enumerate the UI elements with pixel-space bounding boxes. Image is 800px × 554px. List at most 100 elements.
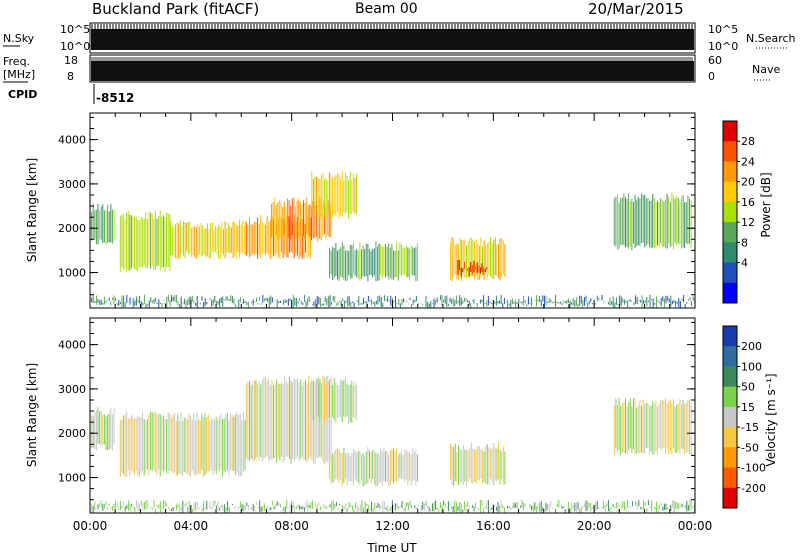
data-region-2 (170, 219, 247, 260)
colorbar-tick-label: 15 (741, 401, 755, 414)
nsky-label: N.Sky (3, 32, 35, 45)
colorbar-frame (722, 325, 738, 509)
colorbar-swatch (723, 427, 737, 448)
beam-label: Beam 00 (355, 1, 418, 17)
data-region-7 (450, 237, 506, 282)
x-tick-label: 00:00 (73, 519, 108, 533)
nsearch-label: N.Search (746, 32, 796, 45)
colorbar-swatch (723, 201, 737, 223)
colorbar-swatch (723, 406, 737, 428)
velocity-data-layer (89, 375, 696, 513)
data-region-3 (311, 375, 358, 425)
data-region-1 (119, 411, 246, 478)
plot-title: Buckland Park (fitACF) (92, 0, 260, 18)
x-tick-label: 08:00 (274, 519, 309, 533)
colorbar-swatch (723, 242, 737, 263)
data-region-6 (329, 241, 418, 282)
nsky-tick-top: 10^5 (60, 23, 90, 36)
colorbar-swatch (723, 346, 737, 367)
nsearch-tick-bottom: 10^0 (708, 40, 738, 53)
colorbar-swatch (723, 222, 737, 243)
power-panel-frame (89, 112, 696, 309)
colorbar-tick-label: 24 (741, 155, 755, 168)
freq-panel-frame (89, 54, 696, 83)
data-region-5 (311, 170, 358, 220)
colorbar-tick-label: 100 (741, 360, 762, 373)
colorbar-tick-label: 12 (741, 216, 755, 229)
power-data-layer (89, 170, 696, 308)
data-region-1 (119, 210, 171, 272)
y-tick-label: 3000 (58, 383, 86, 396)
x-axis-label: Time UT (366, 541, 417, 554)
nave-tick-top: 60 (708, 54, 722, 67)
data-region-5 (450, 442, 506, 486)
y-tick-label: 2000 (58, 222, 86, 235)
data-region-4 (329, 446, 418, 487)
data-region-4 (271, 197, 332, 242)
colorbar-swatch (723, 282, 737, 304)
nsky-panel-frame (89, 22, 696, 54)
data-region-0 (89, 407, 115, 451)
data-region-8 (457, 260, 488, 277)
nsky-fill (91, 29, 694, 50)
cpid-label: CPID (8, 88, 37, 101)
colorbar-tick-label: -100 (741, 462, 766, 475)
data-region-6 (613, 397, 692, 456)
nave-tick-bottom: 0 (708, 70, 715, 83)
power-colorbar-label: Power [dB] (759, 172, 773, 237)
colorbar-swatch (723, 447, 737, 468)
colorbar-swatch (723, 386, 737, 408)
colorbar-swatch (723, 467, 737, 489)
nsearch-tick-top: 10^5 (708, 23, 738, 36)
colorbar-swatch (723, 181, 737, 203)
nave-label: Nave (752, 63, 780, 76)
power-ylabel: Slant Range [km] (25, 158, 39, 262)
y-tick-label: 4000 (58, 339, 86, 352)
data-region-2 (245, 375, 332, 465)
colorbar-tick-label: -15 (741, 421, 759, 434)
colorbar-tick-label: 28 (741, 135, 755, 148)
colorbar-swatch (723, 262, 737, 284)
colorbar-tick-label: 16 (741, 196, 755, 209)
data-region-0 (89, 203, 115, 245)
velocity-ylabel: Slant Range [km] (25, 363, 39, 467)
freq-label: Freq. (3, 55, 30, 68)
x-tick-label: 16:00 (476, 519, 511, 533)
data-region-10 (89, 294, 696, 308)
x-tick-label: 04:00 (174, 519, 209, 533)
x-tick-label: 00:00 (678, 519, 713, 533)
nsky-tick-bottom: 10^0 (60, 40, 90, 53)
freq-tick-bottom: 8 (67, 70, 74, 83)
colorbar-swatch (723, 326, 737, 347)
colorbar-frame (722, 120, 738, 304)
velocity-axes: 1000 2000 3000 4000 00:00 04:00 08:00 12:00 16:0… (58, 318, 712, 533)
data-region-9 (613, 192, 692, 251)
colorbar-swatch (723, 121, 737, 142)
y-tick-label: 1000 (58, 472, 86, 485)
y-tick-label: 4000 (58, 134, 86, 147)
power-axes: 1000 2000 3000 4000 (58, 113, 696, 308)
colorbar-swatch (723, 141, 737, 162)
colorbar-tick-label: 200 (741, 340, 762, 353)
colorbar-tick-label: 4 (741, 257, 748, 270)
velocity-colorbar-label: Velocity [m s⁻¹] (764, 373, 778, 466)
freq-unit: [MHz] (3, 68, 35, 81)
colorbar-swatch (723, 161, 737, 183)
colorbar-tick-label: 50 (741, 381, 755, 394)
power-colorbar: 28 24 20 16 12 8 4 (722, 120, 755, 304)
colorbar-tick-label: -50 (741, 441, 759, 454)
y-tick-label: 1000 (58, 267, 86, 280)
data-region-7 (89, 499, 696, 513)
date-label: 20/Mar/2015 (588, 0, 684, 18)
x-tick-label: 20:00 (577, 519, 612, 533)
colorbar-tick-label: 8 (741, 236, 748, 249)
colorbar-tick-label: -200 (741, 482, 766, 495)
colorbar-tick-label: 20 (741, 176, 755, 189)
colorbar-swatch (723, 487, 737, 509)
colorbar-swatch (723, 366, 737, 388)
freq-tick-top: 18 (64, 54, 78, 67)
y-tick-label: 2000 (58, 427, 86, 440)
y-tick-label: 3000 (58, 178, 86, 191)
x-tick-label: 12:00 (375, 519, 410, 533)
